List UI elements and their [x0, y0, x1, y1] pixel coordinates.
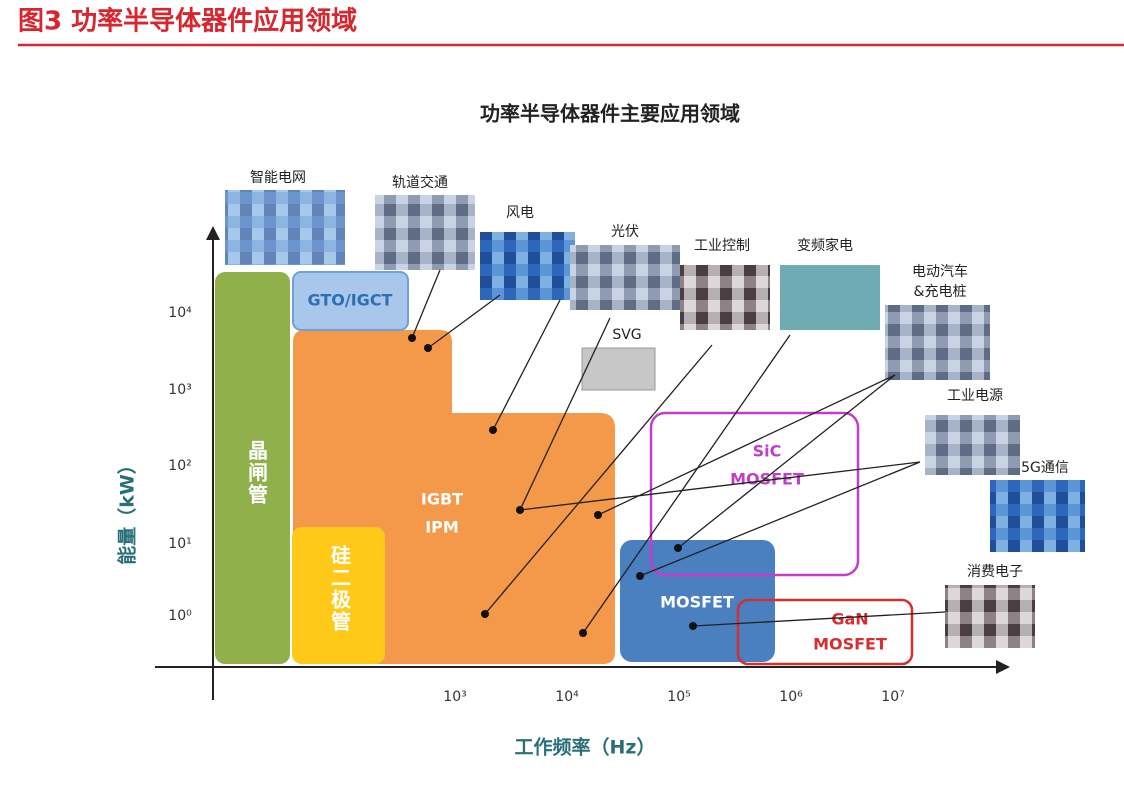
- sic-label: MOSFET: [730, 470, 804, 489]
- y-axis-label: 能量（kW）: [116, 455, 139, 565]
- app-label: 风电: [506, 205, 534, 221]
- mosfet-label: MOSFET: [660, 593, 734, 612]
- app-label: 光伏: [611, 224, 639, 240]
- y-tick-label: 10¹: [168, 536, 191, 552]
- app-label: SVG: [612, 327, 641, 343]
- header-title: 图3 功率半导体器件应用领域: [18, 6, 357, 37]
- app-label: 电动汽车: [912, 263, 968, 280]
- app-label: 变频家电: [797, 237, 853, 254]
- mosfet-region: [620, 540, 775, 662]
- y-tick-label: 10⁰: [168, 608, 192, 624]
- gto-label: GTO/IGCT: [308, 291, 393, 310]
- igbt-label: IGBT: [421, 490, 463, 509]
- app-label: 消费电子: [967, 564, 1023, 580]
- y-tick-label: 10⁴: [168, 305, 192, 321]
- gto-region: [292, 271, 409, 331]
- x-tick-label: 10⁶: [779, 689, 803, 705]
- app-image: [990, 480, 1085, 552]
- y-tick-label: 10²: [168, 458, 191, 474]
- sic-label: SiC: [753, 442, 782, 461]
- igbt-label: IPM: [425, 518, 459, 537]
- app-image: [680, 265, 770, 330]
- app-label: 轨道交通: [392, 174, 448, 191]
- thyristor-region: [215, 272, 290, 664]
- gan-label: GaN: [831, 610, 868, 629]
- app-image: [225, 190, 345, 265]
- app-image: [780, 265, 880, 330]
- app-image: [885, 305, 990, 380]
- app-label: 工业控制: [694, 238, 750, 254]
- gan-label: MOSFET: [813, 635, 887, 654]
- diode-label: 硅二极管: [328, 545, 352, 633]
- x-axis-label: 工作频率（Hz）: [515, 736, 656, 759]
- leader-lines: [411, 269, 946, 634]
- thyristor-label: 晶闸管: [245, 440, 269, 506]
- app-image: [945, 585, 1035, 648]
- leader-dots: [408, 334, 697, 637]
- x-arrow: [996, 660, 1010, 674]
- x-tick-label: 10⁵: [667, 689, 690, 705]
- diode-region: [292, 527, 385, 664]
- app-image: [375, 195, 475, 270]
- x-tick-label: 10³: [443, 689, 466, 705]
- gan-region: [736, 598, 914, 666]
- app-image: [480, 232, 575, 300]
- app-image: [581, 347, 656, 391]
- app-image: [925, 415, 1020, 475]
- app-label: &充电桩: [914, 283, 967, 300]
- app-label: 工业电源: [947, 388, 1003, 404]
- diagram-title: 功率半导体器件主要应用领域: [480, 102, 740, 126]
- app-label: 5G通信: [1021, 460, 1069, 476]
- app-image: [570, 245, 680, 310]
- y-tick-label: 10³: [168, 382, 191, 398]
- y-arrow: [206, 226, 220, 240]
- x-tick-label: 10⁷: [881, 689, 904, 705]
- x-tick-label: 10⁴: [555, 689, 579, 705]
- app-label: 智能电网: [250, 170, 306, 186]
